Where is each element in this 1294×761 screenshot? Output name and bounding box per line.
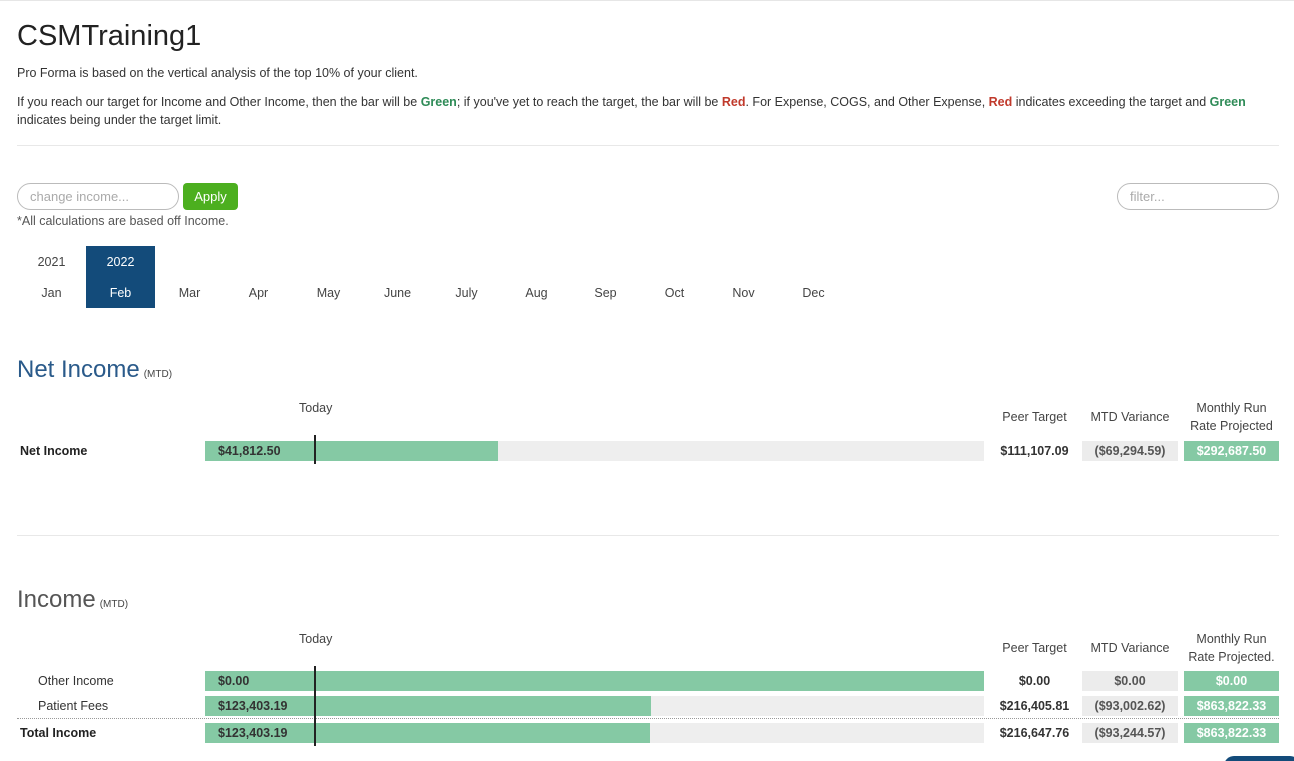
month-feb[interactable]: Feb xyxy=(86,277,155,308)
month-oct[interactable]: Oct xyxy=(664,285,685,300)
total-divider xyxy=(17,718,1279,719)
month-apr[interactable]: Apr xyxy=(248,285,269,300)
month-sep[interactable]: Sep xyxy=(594,285,617,300)
mtd-variance-header: MTD Variance xyxy=(1090,410,1170,424)
description-line2: If you reach our target for Income and O… xyxy=(17,95,1246,127)
mtd-variance-value: ($69,294.59) xyxy=(1082,441,1178,461)
peer-target-header: Peer Target xyxy=(1002,410,1067,424)
peer-target-value: $0.00 xyxy=(1018,674,1051,688)
projected-value: $0.00 xyxy=(1184,671,1279,691)
mtd-unit: (MTD) xyxy=(99,599,129,610)
mtd-variance-value: ($93,002.62) xyxy=(1082,696,1178,716)
month-nov[interactable]: Nov xyxy=(732,285,755,300)
row-label: Other Income xyxy=(38,674,114,688)
today-marker xyxy=(314,666,316,746)
apply-button[interactable]: Apply xyxy=(183,183,238,210)
green-word: Green xyxy=(420,95,457,109)
progress-track: $0.00 xyxy=(205,671,984,691)
month-jan[interactable]: Jan xyxy=(41,285,62,300)
peer-target-header: Peer Target xyxy=(1002,641,1067,655)
progress-fill xyxy=(205,696,651,716)
bar-value: $41,812.50 xyxy=(218,444,281,458)
row-label: Net Income xyxy=(20,444,88,458)
progress-track: $41,812.50 xyxy=(205,441,984,461)
year-2022[interactable]: 2022 xyxy=(86,246,155,277)
row-label: Patient Fees xyxy=(38,699,109,713)
income-title: Income (MTD) xyxy=(17,586,129,613)
bar-value: $123,403.19 xyxy=(218,726,288,740)
month-dec[interactable]: Dec xyxy=(802,285,825,300)
projected-value: $292,687.50 xyxy=(1184,441,1279,461)
mtd-unit: (MTD) xyxy=(143,369,173,380)
month-mar[interactable]: Mar xyxy=(178,285,201,300)
net-income-title: Net Income (MTD) xyxy=(17,356,173,383)
year-2021[interactable]: 2021 xyxy=(37,254,66,269)
month-aug[interactable]: Aug xyxy=(525,285,548,300)
month-may[interactable]: May xyxy=(316,285,341,300)
red-word: Red xyxy=(988,95,1013,109)
change-income-input[interactable] xyxy=(17,183,179,210)
today-marker xyxy=(314,435,316,464)
peer-target-value: $111,107.09 xyxy=(1000,444,1069,458)
today-label: Today xyxy=(299,632,333,646)
month-june[interactable]: June xyxy=(383,285,412,300)
divider xyxy=(17,535,1279,536)
row-label: Total Income xyxy=(20,726,97,740)
mtd-variance-value: ($93,244.57) xyxy=(1082,723,1178,743)
divider xyxy=(17,145,1279,146)
projected-value: $863,822.33 xyxy=(1184,723,1279,743)
projected-value: $863,822.33 xyxy=(1184,696,1279,716)
progress-fill xyxy=(205,671,984,691)
projected-header: Monthly Run Rate Projected xyxy=(1190,401,1273,433)
month-july[interactable]: July xyxy=(455,285,478,300)
peer-target-value: $216,405.81 xyxy=(999,699,1070,713)
mtd-variance-value: $0.00 xyxy=(1082,671,1178,691)
projected-header: Monthly Run Rate Projected. xyxy=(1188,632,1275,664)
top-border xyxy=(0,0,1294,1)
mtd-variance-header: MTD Variance xyxy=(1090,641,1170,655)
progress-track: $123,403.19 xyxy=(205,696,984,716)
progress-fill xyxy=(205,441,498,461)
progress-fill xyxy=(205,723,650,743)
calculation-note: *All calculations are based off Income. xyxy=(17,214,229,228)
filter-input[interactable] xyxy=(1117,183,1279,210)
page-title: CSMTraining1 xyxy=(17,20,202,52)
peer-target-value: $216,647.76 xyxy=(999,726,1070,740)
bar-value: $123,403.19 xyxy=(218,699,288,713)
red-word: Red xyxy=(721,95,746,109)
today-label: Today xyxy=(299,401,333,415)
description-line1: Pro Forma is based on the vertical analy… xyxy=(17,66,418,80)
green-word: Green xyxy=(1209,95,1246,109)
bar-value: $0.00 xyxy=(218,674,250,688)
progress-track: $123,403.19 xyxy=(205,723,984,743)
chat-widget-tab[interactable] xyxy=(1224,756,1294,761)
